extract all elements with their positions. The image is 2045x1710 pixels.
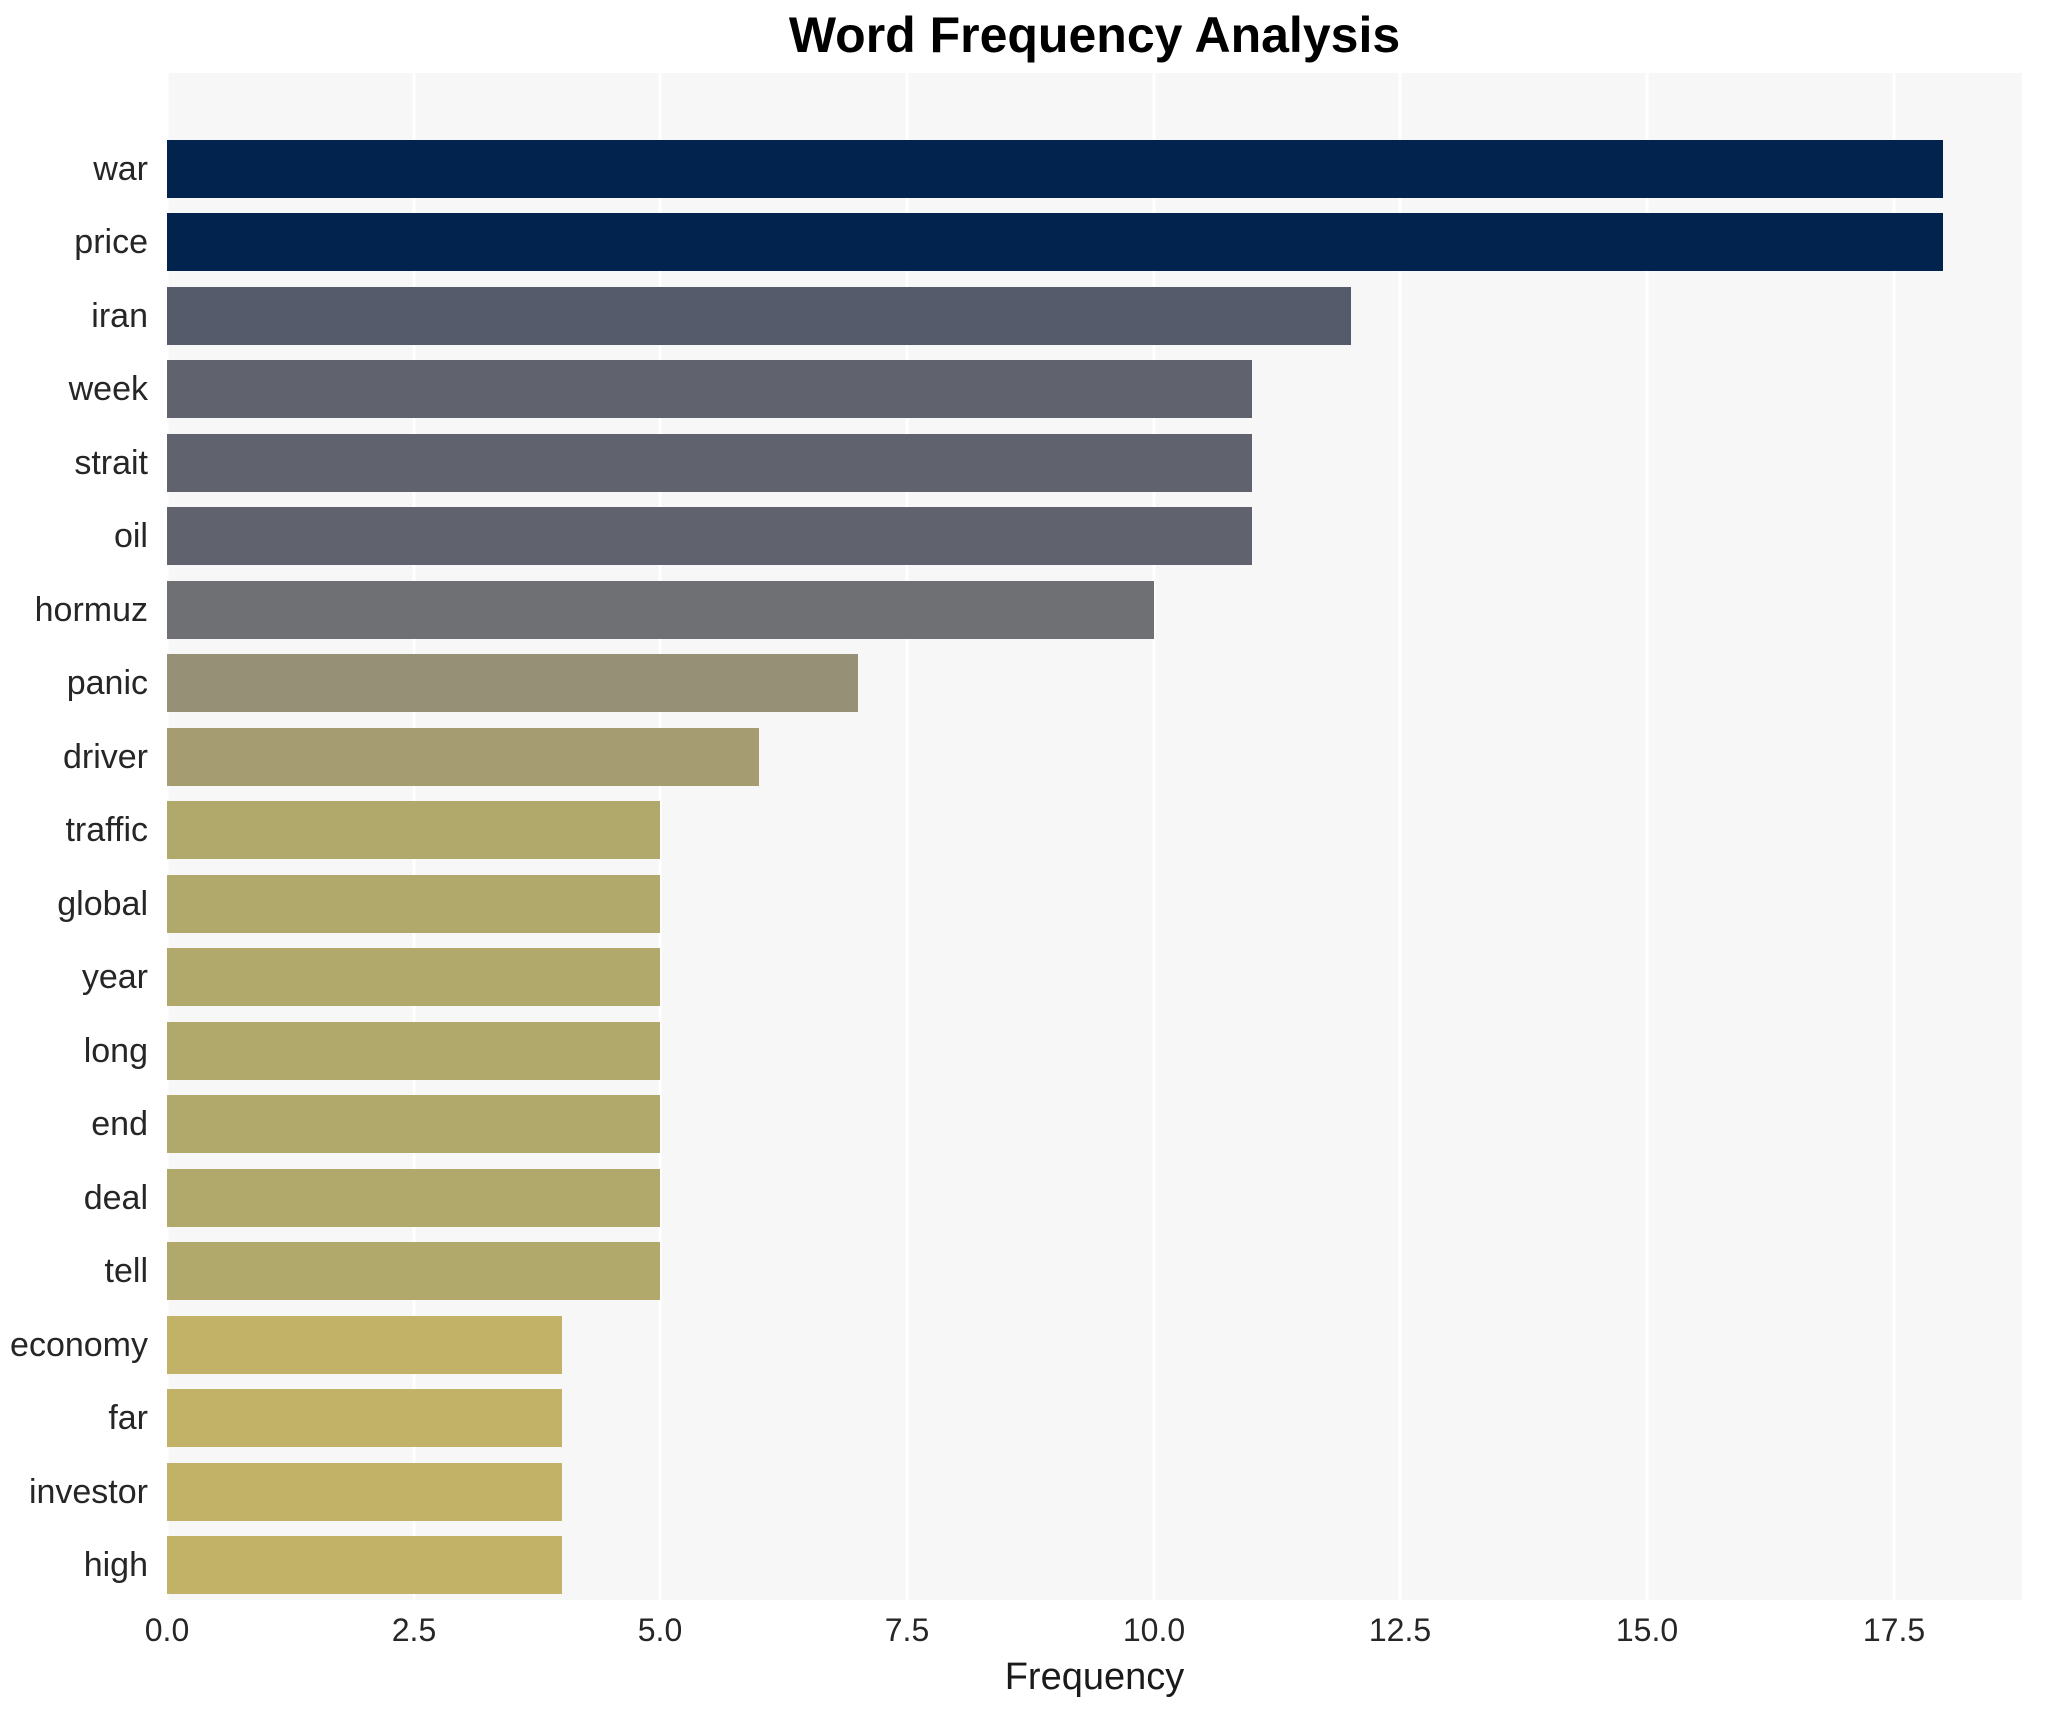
x-tick-label-12.5: 12.5 (1368, 1612, 1432, 1648)
x-tick-label-10.0: 10.0 (1122, 1612, 1186, 1648)
gridline (1892, 73, 1896, 1600)
bar-tell (167, 1242, 661, 1300)
bar-week (167, 360, 1253, 418)
y-tick-label-global: global (57, 885, 148, 923)
y-tick-label-long: long (83, 1032, 148, 1070)
x-tick-label-17.5: 17.5 (1862, 1612, 1926, 1648)
bar-strait (167, 434, 1253, 492)
y-tick-label-panic: panic (66, 664, 148, 702)
y-tick-label-end: end (91, 1105, 148, 1143)
bar-traffic (167, 801, 661, 859)
y-tick-label-oil: oil (113, 517, 148, 555)
gridline (1152, 73, 1156, 1600)
gridline (658, 73, 662, 1600)
bar-deal (167, 1169, 661, 1227)
gridline (905, 73, 909, 1600)
bar-global (167, 875, 661, 933)
y-tick-label-tell: tell (104, 1252, 148, 1290)
x-tick-label-15.0: 15.0 (1615, 1612, 1679, 1648)
bar-hormuz (167, 581, 1154, 639)
x-tick-label-7.5: 7.5 (884, 1612, 930, 1648)
y-tick-label-far: far (108, 1399, 148, 1437)
bar-driver (167, 728, 760, 786)
y-tick-label-hormuz: hormuz (34, 591, 148, 629)
bar-war (167, 140, 1944, 198)
y-tick-label-price: price (74, 223, 148, 261)
gridline (1398, 73, 1402, 1600)
x-tick-label-5.0: 5.0 (637, 1612, 683, 1648)
y-tick-label-driver: driver (62, 738, 148, 776)
y-tick-label-deal: deal (83, 1179, 148, 1217)
y-tick-label-economy: economy (10, 1326, 148, 1364)
bar-oil (167, 507, 1253, 565)
bar-economy (167, 1316, 562, 1374)
chart-title: Word Frequency Analysis (788, 7, 1401, 63)
y-tick-label-traffic: traffic (65, 811, 148, 849)
y-tick-label-week: week (68, 370, 148, 408)
bar-long (167, 1022, 661, 1080)
bar-iran (167, 287, 1352, 345)
bar-year (167, 948, 661, 1006)
y-tick-label-high: high (83, 1546, 148, 1584)
bar-far (167, 1389, 562, 1447)
bar-panic (167, 654, 858, 712)
y-tick-label-war: war (93, 150, 148, 188)
y-tick-label-strait: strait (74, 444, 148, 482)
y-tick-label-investor: investor (28, 1473, 148, 1511)
y-tick-label-iran: iran (91, 297, 148, 335)
x-tick-label-0.0: 0.0 (144, 1612, 190, 1648)
gridline (1645, 73, 1649, 1600)
plot-area (165, 73, 2022, 1600)
bar-high (167, 1536, 562, 1594)
bar-price (167, 213, 1944, 271)
bar-investor (167, 1463, 562, 1521)
x-tick-label-2.5: 2.5 (391, 1612, 437, 1648)
x-axis-title: Frequency (1004, 1656, 1185, 1698)
bar-end (167, 1095, 661, 1153)
y-tick-label-year: year (81, 958, 148, 996)
